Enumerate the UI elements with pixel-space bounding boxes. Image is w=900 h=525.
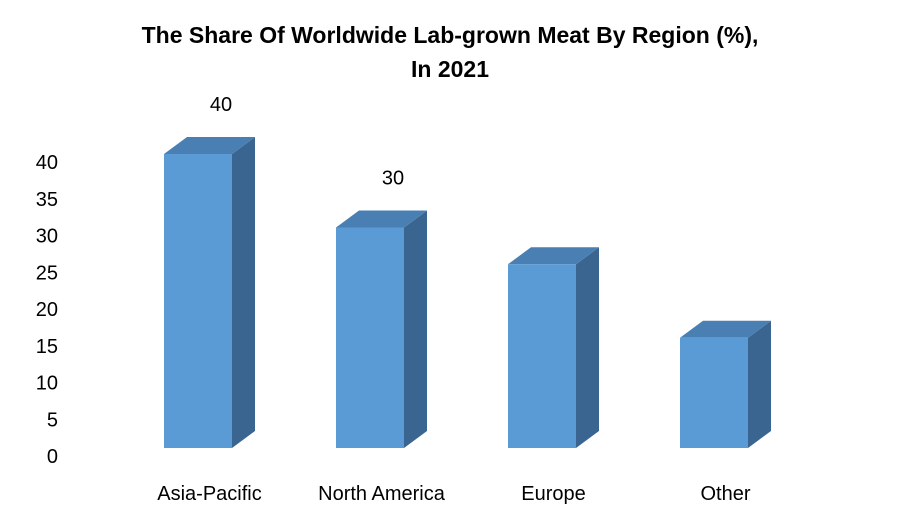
bar-side-other	[748, 320, 771, 448]
y-tick-label-35: 35	[36, 189, 58, 211]
chart-title-line-2: In 2021	[411, 56, 489, 82]
y-tick-label-30: 30	[36, 226, 58, 248]
bar-other	[680, 320, 771, 448]
y-tick-label-0: 0	[47, 446, 58, 468]
data-label-north-america: 30	[382, 168, 404, 190]
y-tick-label-10: 10	[36, 373, 58, 395]
y-tick-label-15: 15	[36, 336, 58, 358]
data-labels: 40 30	[210, 94, 404, 190]
data-label-asia-pacific: 40	[210, 94, 232, 116]
y-tick-label-25: 25	[36, 262, 58, 284]
bar-asia-pacific	[164, 137, 255, 448]
bar-side-north-america	[404, 210, 427, 448]
bar-top-asia-pacific	[164, 137, 255, 154]
bars	[164, 137, 771, 448]
x-tick-label-north-america: North America	[318, 483, 446, 505]
bar-front-europe	[508, 264, 576, 448]
y-tick-label-20: 20	[36, 299, 58, 321]
bar-front-other	[680, 337, 748, 448]
chart-title: The Share Of Worldwide Lab-grown Meat By…	[0, 18, 900, 86]
bar-top-europe	[508, 247, 599, 265]
y-tick-label-40: 40	[36, 152, 58, 174]
bar-side-asia-pacific	[232, 137, 255, 448]
bar-front-north-america	[336, 227, 404, 448]
bar-front-asia-pacific	[164, 154, 232, 448]
x-axis: Asia-Pacific North America Europe Other	[157, 483, 751, 505]
bar-top-other	[680, 320, 771, 338]
y-tick-label-5: 5	[47, 409, 58, 431]
x-tick-label-other: Other	[700, 483, 750, 505]
chart-title-line-1: The Share Of Worldwide Lab-grown Meat By…	[141, 22, 759, 48]
bar-top-north-america	[336, 210, 427, 228]
x-tick-label-europe: Europe	[521, 483, 586, 505]
y-axis: 0 5 10 15 20 25 30 35 40	[36, 152, 58, 468]
x-tick-label-asia-pacific: Asia-Pacific	[157, 483, 261, 505]
bar-side-europe	[576, 247, 599, 448]
bar-north-america	[336, 210, 427, 448]
bar-europe	[508, 247, 599, 448]
